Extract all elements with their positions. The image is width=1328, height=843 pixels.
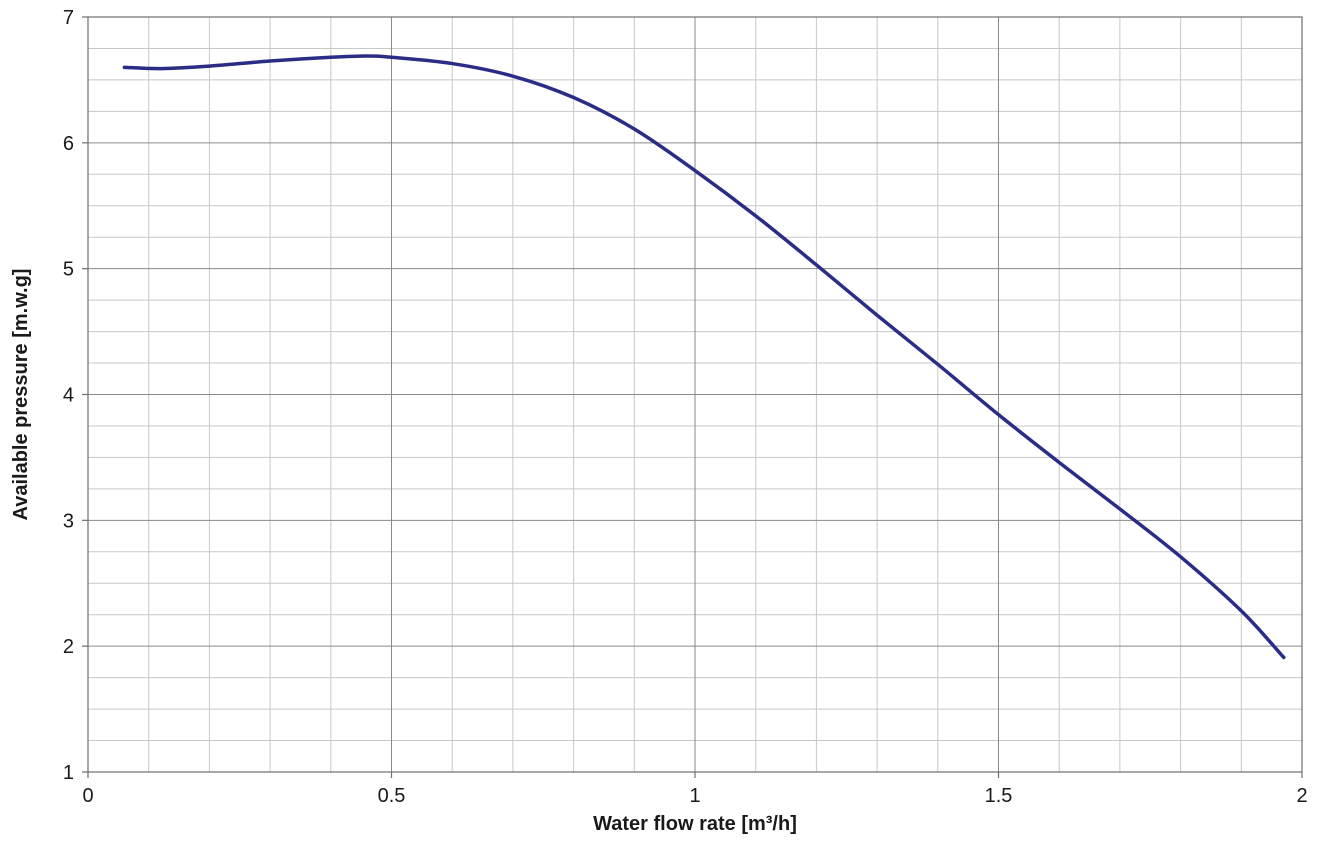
x-tick-label: 1.5 — [985, 785, 1013, 807]
y-axis-title: Available pressure [m.w.g] — [10, 269, 32, 521]
series-layer — [122, 54, 1286, 660]
x-axis-ticks: 0 0.5 1 1.5 2 — [82, 772, 1308, 807]
x-tick-label: 0 — [82, 785, 93, 807]
y-tick-label: 5 — [63, 259, 74, 281]
y-tick-label: 1 — [63, 762, 74, 784]
y-tick-label: 7 — [63, 7, 74, 29]
y-tick-label: 3 — [63, 510, 74, 532]
x-tick-label: 2 — [1296, 785, 1307, 807]
x-axis-title: Water flow rate [m³/h] — [593, 813, 797, 835]
x-tick-label: 0.5 — [378, 785, 406, 807]
y-tick-label: 2 — [63, 636, 74, 658]
y-axis-ticks: 1 2 3 4 5 6 7 — [63, 7, 88, 784]
major-gridlines — [88, 17, 1302, 772]
series-line — [122, 54, 1286, 660]
y-tick-label: 4 — [63, 385, 74, 407]
x-tick-label: 1 — [689, 785, 700, 807]
y-tick-label: 6 — [63, 133, 74, 155]
